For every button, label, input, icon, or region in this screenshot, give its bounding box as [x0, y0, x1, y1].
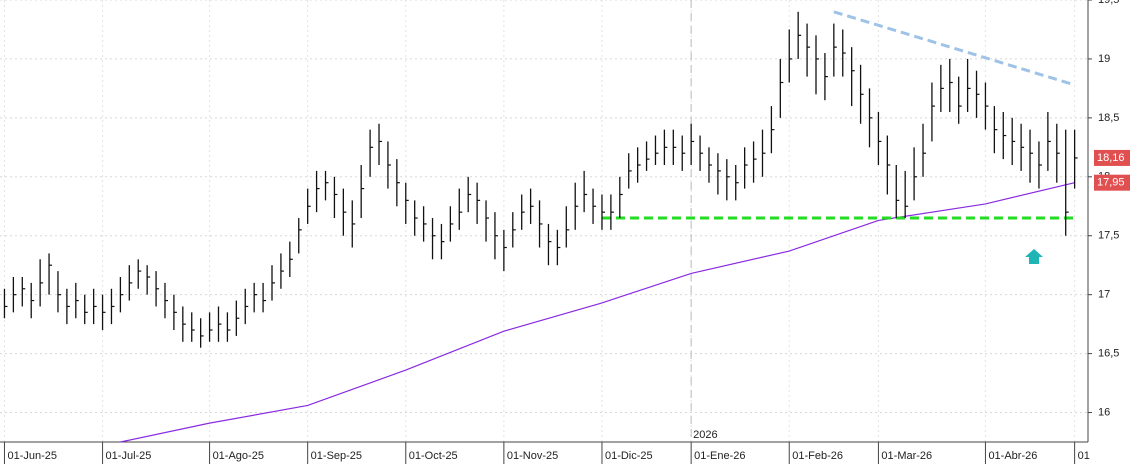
x-tick-label: 01-Sep-25	[311, 450, 362, 462]
x-tick-label: 01-Dic-25	[605, 450, 653, 462]
x-tick-label: 01-Nov-25	[507, 450, 558, 462]
x-tick-label: 01-Jun-25	[7, 450, 57, 462]
x-tick-label: 01-Oct-25	[409, 450, 458, 462]
price-tag	[1094, 149, 1130, 166]
y-tick-label: 17,5	[1098, 230, 1119, 242]
y-tick-label: 19	[1098, 53, 1110, 65]
signal-arrow	[1025, 249, 1043, 264]
overlay-line	[120, 182, 1075, 443]
y-tick-label: 16,5	[1098, 348, 1119, 360]
x-tick-label: 01	[1078, 450, 1090, 462]
x-tick-label: 01-Mar-26	[881, 450, 932, 462]
x-tick-label: 01-Ago-25	[213, 450, 264, 462]
x-tick-label: 01-Jul-25	[106, 450, 152, 462]
price-tag-label: 18,16	[1097, 152, 1125, 164]
x-tick-label: 01-Ene-26	[694, 450, 745, 462]
y-tick-label: 16	[1098, 406, 1110, 418]
price-tag-label: 17,95	[1097, 177, 1125, 189]
year-label: 2026	[693, 429, 717, 441]
x-tick-label: 01-Abr-26	[988, 450, 1037, 462]
y-tick-label: 19,5	[1098, 0, 1119, 6]
x-tick-label: 01-Feb-26	[792, 450, 843, 462]
y-tick-label: 18,5	[1098, 112, 1119, 124]
price-tag	[1094, 174, 1130, 191]
y-tick-label: 17	[1098, 289, 1110, 301]
